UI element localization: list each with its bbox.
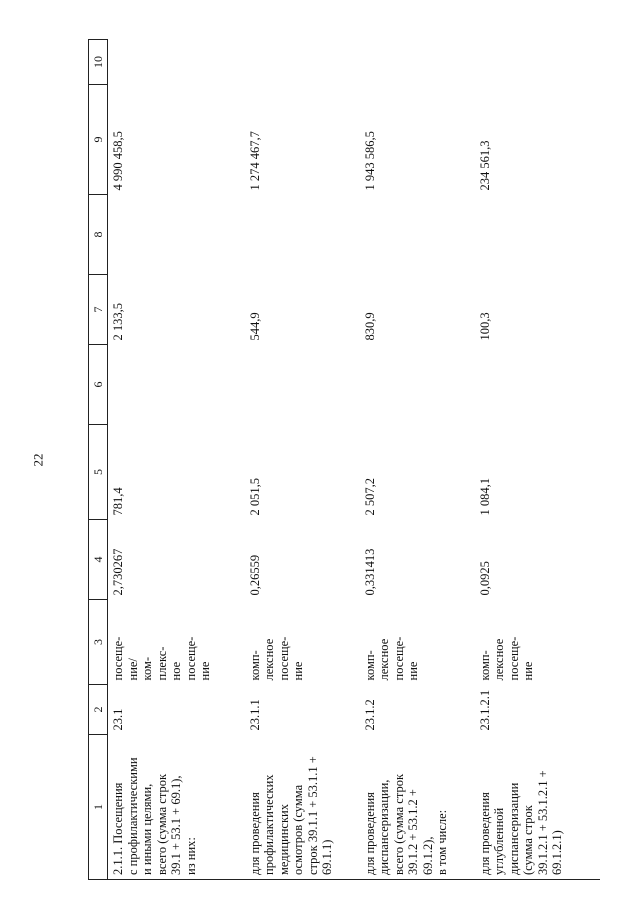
table-cell: 23.1.1 — [247, 699, 262, 731]
header-cell: 10 — [88, 39, 108, 85]
table-row: для проведения углубленной диспансеризац… — [475, 40, 600, 880]
table-cell: 0,331413 — [362, 548, 377, 596]
table-cell — [108, 195, 245, 275]
table-cell: 830,9 — [362, 312, 377, 341]
header-cell: 7 — [88, 274, 108, 345]
table-cell: 4 990 458,5 — [111, 131, 125, 191]
header-cell: 1 — [88, 734, 108, 880]
table-cell: 100,3 — [477, 312, 492, 341]
table-cell: 1 084,1 — [477, 478, 492, 516]
table-body: 2.1.1. Посещения с профилактическими и и… — [108, 40, 600, 880]
table-cell — [360, 345, 475, 425]
table-cell — [245, 345, 360, 425]
page-number: 22 — [30, 453, 46, 467]
table-row: 2.1.1. Посещения с профилактическими и и… — [108, 40, 245, 880]
header-cell: 4 — [88, 519, 108, 600]
table-cell — [245, 195, 360, 275]
table-cell — [108, 345, 245, 425]
header-cell: 5 — [88, 424, 108, 520]
table: 1 2 3 4 5 6 7 8 9 10 2.1.1. Посещения с профилакт… — [88, 39, 600, 880]
table-cell: посеще- ние/ ком- плекс- ное посеще- ние — [111, 636, 212, 681]
table-cell: для проведения диспансеризации, всего (с… — [362, 773, 450, 875]
table-cell: 2 507,2 — [362, 478, 377, 516]
table-cell: 1 943 586,5 — [362, 131, 377, 191]
table-cell: комп- лексное посеще- ние — [247, 636, 306, 681]
table-cell: 0,0925 — [477, 561, 492, 596]
header-cell: 9 — [88, 84, 108, 195]
header-cell: 3 — [88, 599, 108, 685]
table-cell: 23.1 — [111, 708, 125, 731]
table-cell: 2 133,5 — [111, 303, 125, 341]
table-cell — [245, 40, 360, 85]
table-row: для проведения профилактических медицинс… — [245, 40, 360, 880]
table-cell: для проведения профилактических медицинс… — [247, 756, 335, 875]
table-cell — [475, 40, 600, 85]
table-row: для проведения диспансеризации, всего (с… — [360, 40, 475, 880]
header-row: 1 2 3 4 5 6 7 8 9 10 — [88, 39, 108, 880]
table-cell — [475, 195, 600, 275]
table-cell: 23.1.2.1 — [477, 689, 492, 731]
table-cell — [360, 40, 475, 85]
table-cell: комп- лексное посеще- ние — [477, 636, 536, 681]
table-cell: 2 051,5 — [247, 478, 262, 516]
table-cell — [475, 345, 600, 425]
table-cell: 234 561,3 — [477, 140, 492, 191]
header-cell: 8 — [88, 194, 108, 275]
table-cell: 781,4 — [111, 487, 125, 516]
table-cell: 1 274 467,7 — [247, 131, 262, 191]
table-cell: 0,26559 — [247, 554, 262, 596]
rotated-table-wrap: 1 2 3 4 5 6 7 8 9 10 2.1.1. Посещения с профилакт… — [88, 39, 600, 880]
table-cell — [108, 40, 245, 85]
header-cell: 6 — [88, 344, 108, 425]
table-cell — [360, 195, 475, 275]
table-cell: для проведения углубленной диспансеризац… — [477, 770, 565, 875]
table-cell: 544,9 — [247, 312, 262, 341]
table-cell: 2,730267 — [111, 548, 125, 596]
table-cell: комп- лексное посеще- ние — [362, 636, 421, 681]
table-cell: 2.1.1. Посещения с профилактическими и и… — [111, 757, 198, 875]
table-cell: 23.1.2 — [362, 699, 377, 731]
header-cell: 2 — [88, 684, 108, 735]
